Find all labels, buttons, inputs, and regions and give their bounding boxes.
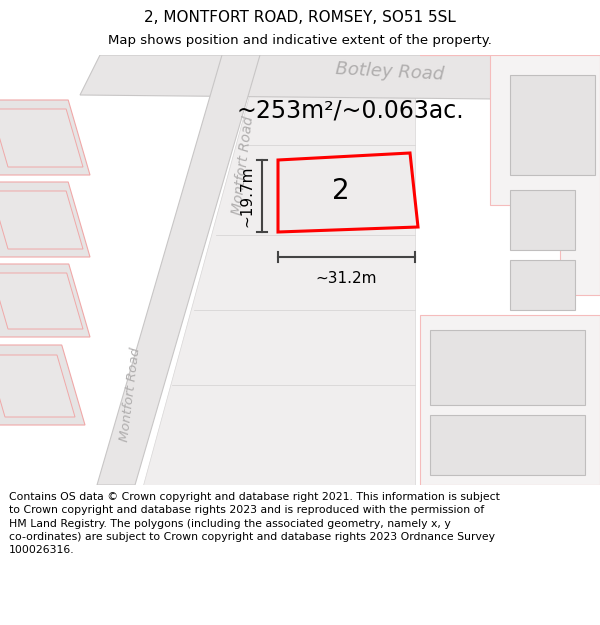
Polygon shape bbox=[0, 345, 85, 425]
Text: Botley Road: Botley Road bbox=[335, 60, 445, 84]
Text: Montfort Road: Montfort Road bbox=[230, 115, 256, 215]
Polygon shape bbox=[510, 75, 595, 175]
Polygon shape bbox=[420, 315, 600, 485]
Text: 2: 2 bbox=[332, 177, 350, 205]
Polygon shape bbox=[278, 153, 418, 232]
Polygon shape bbox=[0, 100, 90, 175]
Text: ~19.7m: ~19.7m bbox=[239, 165, 254, 227]
Polygon shape bbox=[430, 330, 585, 405]
Polygon shape bbox=[0, 355, 75, 417]
Polygon shape bbox=[0, 109, 83, 167]
Polygon shape bbox=[430, 415, 585, 475]
Polygon shape bbox=[510, 260, 575, 310]
Text: ~253m²/~0.063ac.: ~253m²/~0.063ac. bbox=[236, 98, 464, 122]
Polygon shape bbox=[97, 55, 260, 485]
Text: Contains OS data © Crown copyright and database right 2021. This information is : Contains OS data © Crown copyright and d… bbox=[9, 492, 500, 555]
Polygon shape bbox=[80, 55, 600, 100]
Polygon shape bbox=[0, 273, 83, 329]
Text: ~31.2m: ~31.2m bbox=[316, 271, 377, 286]
Polygon shape bbox=[0, 264, 90, 337]
Polygon shape bbox=[420, 55, 600, 295]
Polygon shape bbox=[510, 190, 575, 250]
Text: Map shows position and indicative extent of the property.: Map shows position and indicative extent… bbox=[108, 34, 492, 47]
Polygon shape bbox=[143, 55, 415, 485]
Text: 2, MONTFORT ROAD, ROMSEY, SO51 5SL: 2, MONTFORT ROAD, ROMSEY, SO51 5SL bbox=[144, 10, 456, 25]
Polygon shape bbox=[0, 191, 83, 249]
Text: Montfort Road: Montfort Road bbox=[118, 347, 142, 443]
Polygon shape bbox=[0, 182, 90, 257]
